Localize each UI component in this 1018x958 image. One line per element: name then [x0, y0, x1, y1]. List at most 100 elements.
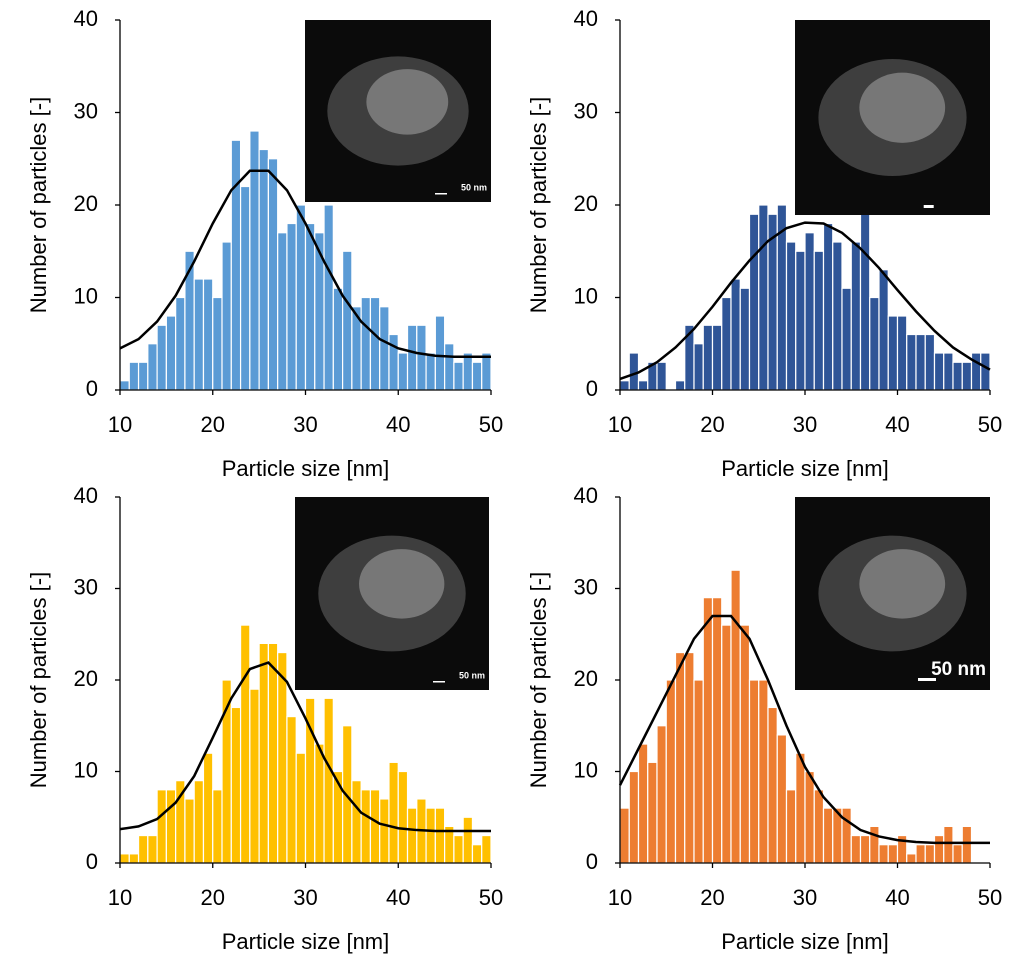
bar — [730, 278, 741, 391]
bar — [277, 232, 288, 391]
x-tick-label: 50 — [978, 885, 1002, 910]
y-tick-label: 0 — [86, 849, 98, 874]
bar — [869, 825, 880, 864]
x-tick-label: 20 — [201, 885, 225, 910]
fit-curve — [119, 661, 491, 833]
bar — [619, 380, 630, 391]
bar — [156, 324, 167, 391]
y-tick-label: 10 — [574, 757, 598, 782]
bar — [767, 706, 778, 864]
fit-curve — [618, 614, 990, 845]
bar — [119, 853, 130, 864]
panel: 50 nm 0 10 20 30 40 10 20 30 40 50 Particle size [n… — [526, 483, 1002, 954]
bar — [184, 798, 195, 864]
bar — [721, 296, 732, 391]
bar — [813, 250, 825, 391]
bar — [878, 269, 889, 391]
panel: 0 10 20 30 40 10 20 30 40 50 Particle size [nm] Num… — [526, 6, 1002, 481]
y-axis-title: Number of particles [-] — [526, 97, 551, 313]
y-tick-label: 10 — [574, 283, 598, 308]
x-tick-label: 40 — [386, 412, 410, 437]
scale-label: 50 nm — [459, 670, 485, 680]
bar — [822, 222, 834, 391]
bar — [869, 296, 880, 391]
bar — [379, 798, 390, 864]
x-axis-title: Particle size [nm] — [721, 456, 889, 481]
bar — [711, 324, 723, 391]
scale-bar — [923, 205, 934, 208]
bar — [434, 807, 446, 864]
x-tick-label: 10 — [608, 885, 632, 910]
bar — [471, 361, 483, 391]
bar — [332, 287, 344, 391]
bar — [360, 296, 372, 391]
x-tick-label: 20 — [700, 412, 724, 437]
panel: 50 nm 0 10 20 30 40 10 20 30 40 50 Particle size [n… — [26, 483, 503, 954]
bar — [785, 241, 797, 391]
bar — [730, 569, 741, 864]
bar — [859, 204, 871, 391]
y-tick-label: 20 — [574, 191, 598, 216]
bar — [795, 752, 806, 864]
bar — [453, 361, 464, 391]
bar — [462, 816, 474, 864]
x-tick-label: 40 — [386, 885, 410, 910]
x-tick-label: 20 — [201, 412, 225, 437]
bar — [239, 624, 251, 864]
y-tick-label: 20 — [574, 666, 598, 691]
bar — [915, 844, 926, 864]
bar — [342, 250, 353, 391]
bar — [887, 315, 899, 391]
bar — [804, 770, 815, 864]
bar — [665, 679, 677, 864]
bar — [128, 853, 140, 864]
bar — [656, 361, 667, 391]
bar — [628, 770, 640, 864]
bar — [119, 380, 130, 391]
bar — [952, 844, 963, 864]
bar — [841, 807, 852, 864]
bar — [258, 148, 269, 391]
bar — [637, 380, 649, 391]
y-tick-label: 40 — [74, 483, 98, 508]
bar — [147, 343, 158, 391]
bar — [628, 352, 640, 391]
bar — [924, 844, 936, 864]
bar — [397, 352, 409, 391]
bar — [822, 807, 834, 864]
bar — [943, 825, 954, 864]
bar — [896, 315, 908, 391]
x-axis-title: Particle size [nm] — [721, 929, 889, 954]
bar — [693, 679, 704, 864]
bar — [230, 706, 242, 864]
bar — [832, 241, 843, 391]
y-axis-title: Number of particles [-] — [26, 97, 51, 313]
bar — [674, 651, 686, 864]
x-tick-label: 50 — [479, 885, 503, 910]
bar — [147, 834, 158, 864]
x-tick-label: 40 — [885, 885, 909, 910]
bar — [165, 789, 177, 864]
bar — [388, 761, 399, 864]
bar — [739, 287, 751, 391]
fit-curve — [619, 221, 991, 381]
x-tick-label: 10 — [108, 885, 132, 910]
bar — [295, 752, 307, 864]
scale-bar — [918, 678, 936, 681]
bar — [850, 834, 862, 864]
bar — [351, 780, 362, 864]
bar — [481, 352, 492, 391]
bar — [212, 789, 223, 864]
bar — [647, 761, 658, 864]
bar — [804, 232, 815, 391]
x-tick-label: 10 — [608, 412, 632, 437]
inset-particle — [859, 72, 946, 143]
scale-label: 50 nm — [931, 659, 986, 680]
bar — [813, 789, 825, 864]
bar — [693, 343, 704, 391]
bar — [397, 770, 409, 864]
bar — [388, 333, 399, 391]
bar — [239, 185, 251, 391]
bar — [980, 352, 991, 391]
